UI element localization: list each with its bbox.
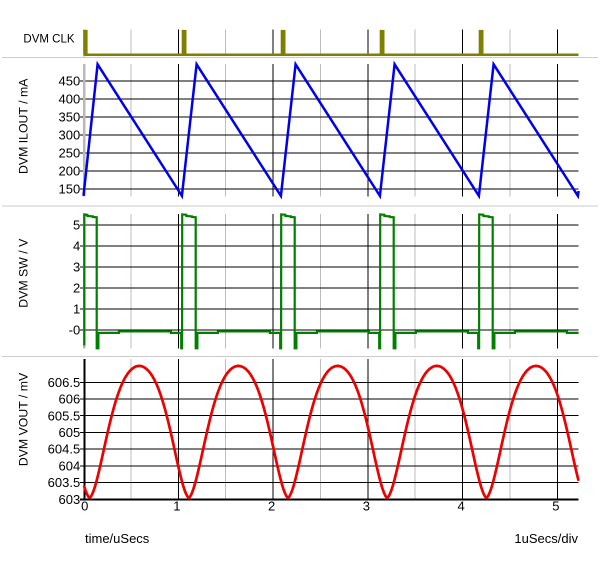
svg-text:605.5: 605.5 bbox=[48, 408, 81, 423]
svg-text:time/uSecs: time/uSecs bbox=[85, 531, 150, 546]
svg-text:350: 350 bbox=[58, 110, 80, 125]
svg-text:603.5: 603.5 bbox=[48, 475, 81, 490]
svg-text:606.5: 606.5 bbox=[48, 375, 81, 390]
svg-text:604: 604 bbox=[58, 458, 80, 473]
svg-text:1: 1 bbox=[173, 499, 180, 514]
svg-text:3: 3 bbox=[363, 499, 370, 514]
svg-text:200: 200 bbox=[58, 164, 80, 179]
svg-text:DVM SW / V: DVM SW / V bbox=[16, 238, 30, 308]
svg-text:400: 400 bbox=[58, 92, 80, 107]
svg-text:603: 603 bbox=[58, 492, 80, 507]
svg-text:4: 4 bbox=[457, 499, 464, 514]
svg-text:250: 250 bbox=[58, 146, 80, 161]
svg-text:2: 2 bbox=[73, 281, 80, 296]
svg-text:604.5: 604.5 bbox=[48, 442, 81, 457]
svg-text:300: 300 bbox=[58, 128, 80, 143]
svg-text:150: 150 bbox=[58, 182, 80, 197]
svg-text:605: 605 bbox=[58, 425, 80, 440]
svg-text:0: 0 bbox=[81, 499, 88, 514]
svg-text:5: 5 bbox=[73, 218, 80, 233]
svg-text:450: 450 bbox=[58, 74, 80, 89]
svg-text:1uSecs/div: 1uSecs/div bbox=[514, 531, 578, 546]
svg-text:606: 606 bbox=[58, 392, 80, 407]
svg-text:2: 2 bbox=[268, 499, 275, 514]
svg-text:4: 4 bbox=[73, 239, 80, 254]
svg-text:DVM ILOUT / mA: DVM ILOUT / mA bbox=[16, 78, 30, 174]
svg-text:5: 5 bbox=[552, 499, 559, 514]
svg-text:-0: -0 bbox=[69, 323, 81, 338]
svg-text:3: 3 bbox=[73, 260, 80, 275]
svg-text:DVM CLK: DVM CLK bbox=[23, 34, 74, 46]
svg-text:1: 1 bbox=[73, 302, 80, 317]
svg-text:DVM VOUT / mV: DVM VOUT / mV bbox=[16, 372, 30, 466]
